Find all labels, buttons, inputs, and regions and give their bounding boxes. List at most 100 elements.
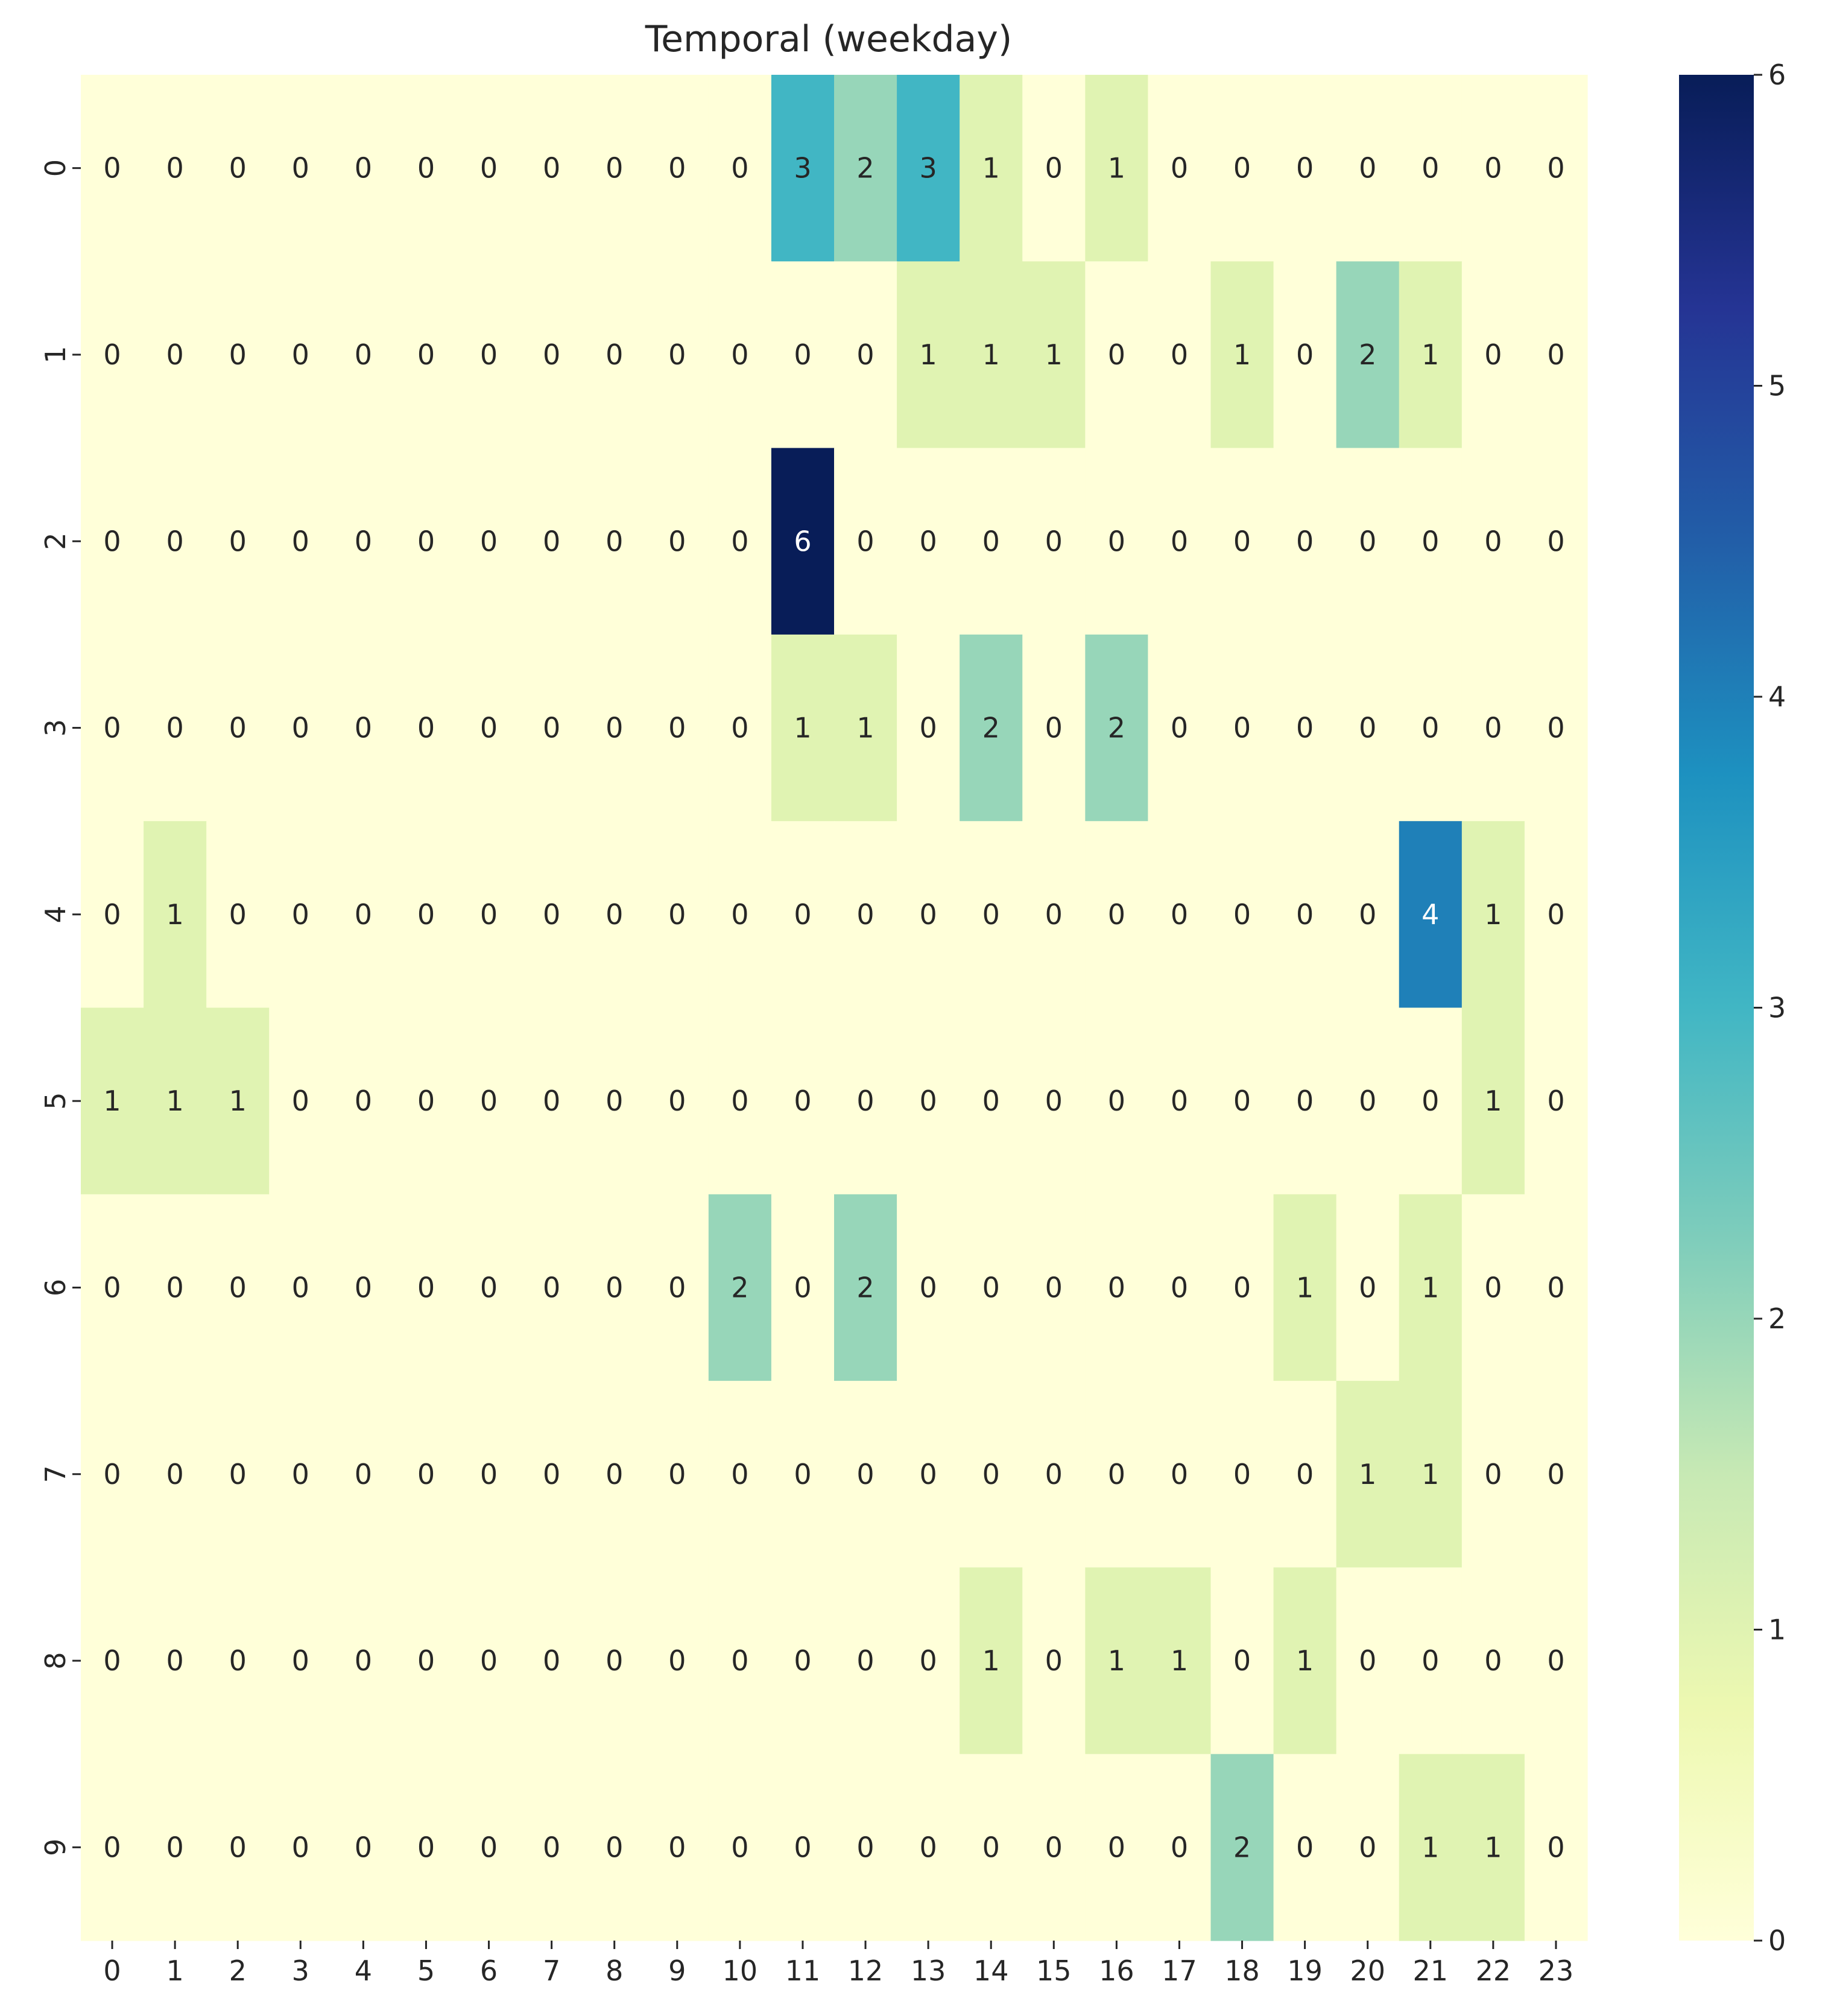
heatmap-cell <box>394 448 458 635</box>
heatmap-cell <box>834 1007 897 1195</box>
heatmap-cell <box>1085 821 1149 1009</box>
heatmap-cell <box>457 448 521 635</box>
x-tick-label: 11 <box>785 1954 821 1987</box>
cell-value-label: 0 <box>794 1458 811 1491</box>
heatmap-cell <box>81 634 144 822</box>
cell-value-label: 0 <box>1359 152 1376 185</box>
cell-value-label: 0 <box>543 1085 560 1117</box>
heatmap-cell <box>897 75 960 262</box>
cell-value-label: 1 <box>1108 152 1125 185</box>
heatmap-cell <box>771 448 835 635</box>
heatmap-cell <box>394 1754 458 1941</box>
heatmap-cell <box>897 1007 960 1195</box>
heatmap-cell <box>144 1194 207 1381</box>
cell-value-label: 0 <box>1547 1085 1564 1117</box>
cell-value-label: 0 <box>1045 1458 1063 1491</box>
cell-value-label: 0 <box>1484 1644 1502 1677</box>
heatmap-cell <box>457 1007 521 1195</box>
heatmap-cell <box>520 1194 584 1381</box>
cell-value-label: 2 <box>856 152 874 185</box>
heatmap-cell <box>1273 1754 1337 1941</box>
heatmap-cell <box>1399 261 1463 449</box>
cell-value-label: 0 <box>355 712 372 744</box>
heatmap-cell <box>897 448 960 635</box>
cell-value-label: 0 <box>166 1644 183 1677</box>
cell-value-label: 0 <box>292 1271 309 1304</box>
cell-value-label: 0 <box>1233 1085 1251 1117</box>
heatmap-cell <box>457 261 521 449</box>
heatmap-cells <box>81 75 1588 1941</box>
heatmap-cell <box>1524 1381 1588 1568</box>
heatmap-cell <box>144 1381 207 1568</box>
heatmap-cell <box>1273 634 1337 822</box>
heatmap-cell <box>206 634 270 822</box>
heatmap-cell <box>269 448 332 635</box>
heatmap-cell <box>834 634 897 822</box>
x-axis: 0 1 2 3 4 5 6 7 8 9 10 11 12 13 14 15 16 17 18 19 20 21 22 23 <box>103 1941 1573 1987</box>
cell-value-label: 0 <box>1171 898 1188 931</box>
cell-value-label: 0 <box>355 1085 372 1117</box>
cell-value-label: 0 <box>480 1644 498 1677</box>
heatmap-cell <box>81 448 144 635</box>
heatmap-cell <box>269 1194 332 1381</box>
heatmap-cell <box>1461 821 1525 1009</box>
cell-value-label: 0 <box>1233 152 1251 185</box>
cell-value-label: 0 <box>1045 152 1063 185</box>
heatmap-cell <box>834 261 897 449</box>
x-tick-label: 7 <box>543 1954 560 1987</box>
cell-value-label: 0 <box>1171 712 1188 744</box>
heatmap-cell <box>1022 1567 1086 1755</box>
heatmap-cell <box>1399 1007 1463 1195</box>
cell-value-label: 0 <box>417 1831 435 1863</box>
cell-value-label: 0 <box>1359 898 1376 931</box>
y-axis: 0 1 2 3 4 5 6 7 8 9 <box>39 159 81 1856</box>
heatmap-cell <box>1461 1194 1525 1381</box>
heatmap-cell <box>1399 821 1463 1009</box>
cell-value-label: 1 <box>919 338 937 371</box>
y-tick-label: 9 <box>39 1839 72 1856</box>
heatmap-cell <box>960 634 1023 822</box>
cell-value-label: 0 <box>856 898 874 931</box>
cell-value-label: 0 <box>982 525 1000 557</box>
cell-value-label: 0 <box>1171 1085 1188 1117</box>
x-tick-label: 16 <box>1099 1954 1134 1987</box>
heatmap-cell <box>897 821 960 1009</box>
heatmap-cell <box>269 1754 332 1941</box>
cell-value-label: 0 <box>166 1831 183 1863</box>
heatmap-cell <box>81 1567 144 1755</box>
heatmap-cell <box>834 1754 897 1941</box>
heatmap-cell <box>144 1754 207 1941</box>
heatmap-cell <box>1336 1754 1400 1941</box>
cell-value-label: 0 <box>731 338 748 371</box>
cell-value-label: 0 <box>1108 898 1125 931</box>
cell-value-label: 0 <box>731 1458 748 1491</box>
heatmap-cell <box>708 1754 772 1941</box>
cell-value-label: 0 <box>1233 898 1251 931</box>
cell-value-label: 0 <box>1547 1644 1564 1677</box>
cell-value-label: 0 <box>1233 712 1251 744</box>
heatmap-cell <box>1210 1567 1274 1755</box>
cell-value-label: 0 <box>731 712 748 744</box>
heatmap-cell <box>771 261 835 449</box>
cell-value-label: 0 <box>355 1831 372 1863</box>
heatmap-cell <box>1524 75 1588 262</box>
cell-value-label: 0 <box>731 1644 748 1677</box>
cell-value-label: 0 <box>1045 898 1063 931</box>
colorbar-tick-label: 6 <box>1768 59 1786 91</box>
heatmap-cell <box>332 1007 396 1195</box>
cell-value-label: 1 <box>1171 1644 1188 1677</box>
heatmap-cell <box>1022 634 1086 822</box>
heatmap-cell <box>332 448 396 635</box>
cell-value-label: 1 <box>1233 338 1251 371</box>
cell-value-label: 0 <box>480 898 498 931</box>
heatmap-cell <box>834 821 897 1009</box>
y-tick-label: 0 <box>39 159 72 177</box>
cell-value-label: 2 <box>1108 712 1125 744</box>
cell-value-label: 0 <box>1171 1831 1188 1863</box>
heatmap-cell <box>1524 261 1588 449</box>
cell-value-label: 0 <box>103 898 121 931</box>
cell-value-label: 0 <box>480 1831 498 1863</box>
cell-value-label: 0 <box>1359 1644 1376 1677</box>
heatmap-cell <box>583 821 647 1009</box>
